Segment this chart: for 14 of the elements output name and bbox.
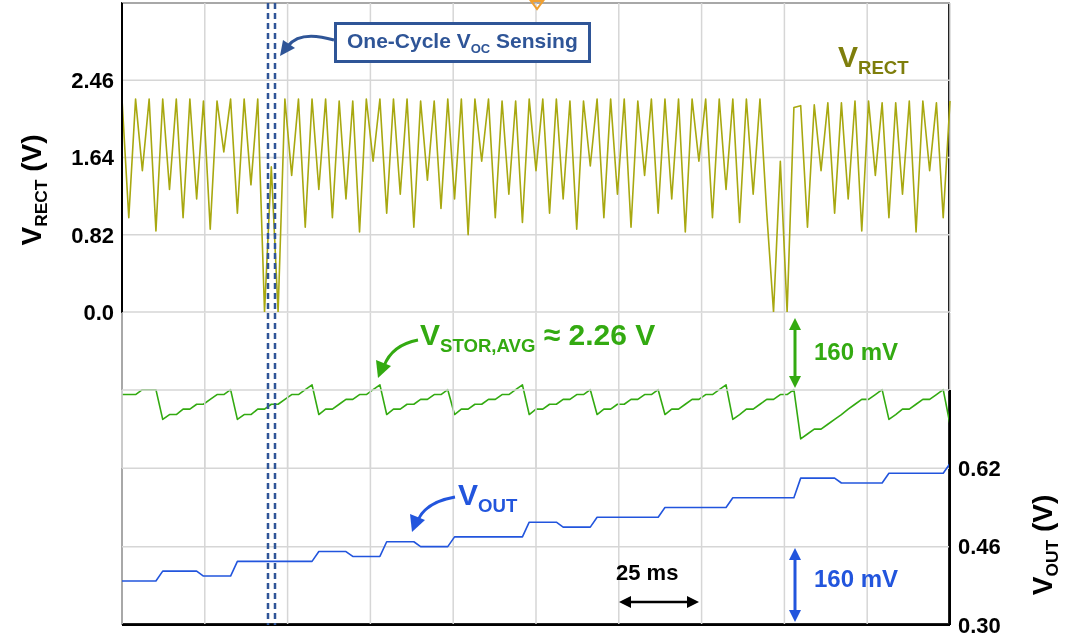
- y-tick-label: 0.30: [958, 612, 1001, 637]
- y-tick-label: 0.0: [83, 299, 114, 325]
- text: 160 mV: [814, 338, 899, 366]
- annotation: 25 ms: [616, 560, 679, 586]
- legend-label: V$_{OUT}$: [458, 478, 518, 517]
- y-tick-label: 0.46: [958, 534, 1001, 560]
- y-tick-label: 1.64: [71, 145, 115, 171]
- annotation: 160 mV: [814, 565, 899, 593]
- y-tick-label: 0.82: [71, 222, 114, 248]
- annotation: One-Cycle V$_{OC}$ Sensing: [334, 22, 591, 63]
- y-tick-label: 2.46: [71, 68, 114, 94]
- series-label: V$_{RECT}$: [838, 40, 909, 79]
- y-tick-label: 0.62: [958, 456, 1001, 482]
- text: V$_{STOR,AVG}$ ≈ 2.26 V: [420, 318, 656, 357]
